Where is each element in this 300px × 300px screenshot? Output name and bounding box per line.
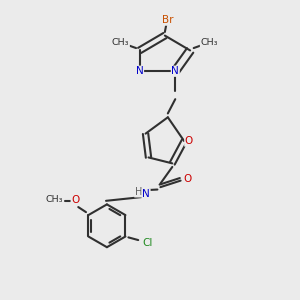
Text: Cl: Cl bbox=[142, 238, 152, 248]
Text: N: N bbox=[136, 66, 143, 76]
Text: O: O bbox=[183, 174, 191, 184]
Text: N: N bbox=[142, 189, 150, 199]
Text: H: H bbox=[135, 187, 142, 197]
Text: N: N bbox=[171, 66, 179, 76]
Text: CH₃: CH₃ bbox=[46, 195, 63, 204]
Text: O: O bbox=[71, 195, 80, 205]
Text: CH₃: CH₃ bbox=[112, 38, 129, 46]
Text: O: O bbox=[185, 136, 193, 146]
Text: Br: Br bbox=[162, 15, 174, 25]
Text: CH₃: CH₃ bbox=[200, 38, 218, 46]
